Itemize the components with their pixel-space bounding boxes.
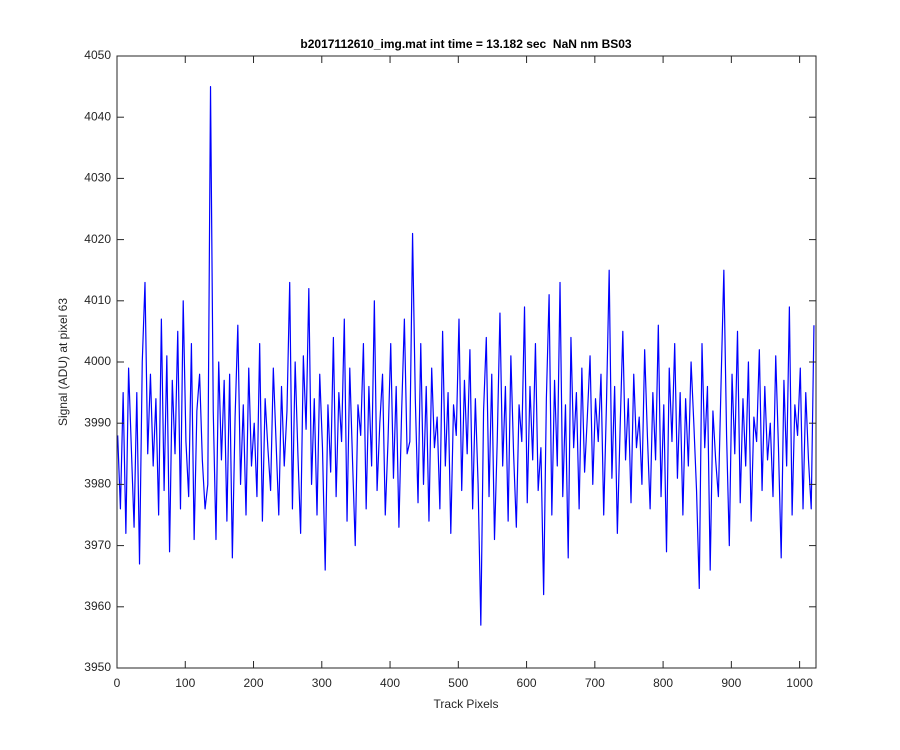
x-tick-label: 700 <box>585 676 605 690</box>
data-line <box>117 86 815 626</box>
x-tick-label: 1000 <box>786 676 813 690</box>
x-tick-label: 900 <box>721 676 741 690</box>
x-tick-label: 400 <box>380 676 400 690</box>
y-tick-label: 3950 <box>84 660 111 674</box>
y-tick-label: 4030 <box>84 171 111 185</box>
chart-title: b2017112610_img.mat int time = 13.182 se… <box>300 37 632 51</box>
y-tick-label: 3970 <box>84 538 111 552</box>
y-axis-label: Signal (ADU) at pixel 63 <box>56 298 70 426</box>
x-tick-label: 300 <box>312 676 332 690</box>
x-tick-label: 800 <box>653 676 673 690</box>
y-tick-label: 3960 <box>84 599 111 613</box>
x-tick-label: 500 <box>448 676 468 690</box>
y-tick-label: 4050 <box>84 48 111 62</box>
y-tick-label: 3980 <box>84 477 111 491</box>
y-tick-label: 4000 <box>84 354 111 368</box>
x-tick-label: 200 <box>244 676 264 690</box>
y-tick-label: 4040 <box>84 109 111 123</box>
x-tick-label: 100 <box>175 676 195 690</box>
x-axis-label: Track Pixels <box>434 697 499 711</box>
y-tick-label: 4020 <box>84 232 111 246</box>
y-tick-label: 4010 <box>84 293 111 307</box>
x-tick-label: 600 <box>517 676 537 690</box>
y-tick-label: 3990 <box>84 415 111 429</box>
x-tick-label: 0 <box>114 676 121 690</box>
